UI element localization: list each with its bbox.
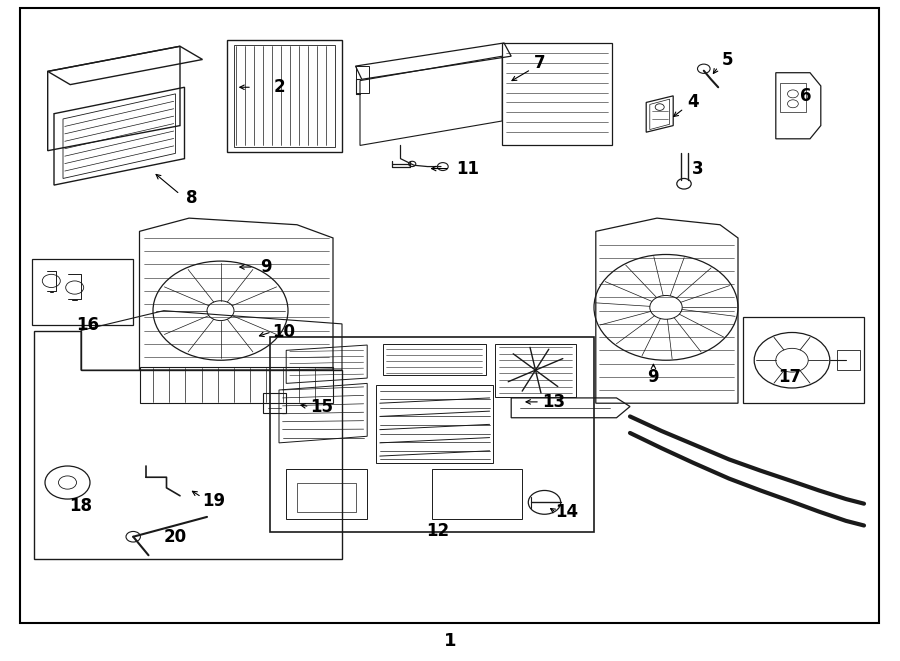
Text: 11: 11 <box>456 159 480 178</box>
Text: 9: 9 <box>648 368 659 386</box>
Text: 15: 15 <box>310 397 333 416</box>
Text: 10: 10 <box>272 323 295 341</box>
Text: 18: 18 <box>69 496 93 515</box>
Text: 2: 2 <box>274 78 284 97</box>
Text: 20: 20 <box>164 527 187 546</box>
Text: 1: 1 <box>444 632 456 650</box>
Text: 4: 4 <box>688 93 698 112</box>
Text: 8: 8 <box>186 189 197 208</box>
Text: 16: 16 <box>76 316 99 334</box>
Text: 7: 7 <box>535 54 545 72</box>
Text: 5: 5 <box>722 51 733 69</box>
Text: 13: 13 <box>542 393 565 411</box>
Text: 12: 12 <box>426 522 449 541</box>
Text: 6: 6 <box>800 87 811 105</box>
Text: 14: 14 <box>555 503 579 522</box>
Text: 9: 9 <box>260 258 271 276</box>
Text: 3: 3 <box>692 159 703 178</box>
Text: 19: 19 <box>202 492 226 510</box>
Text: 17: 17 <box>778 368 802 386</box>
